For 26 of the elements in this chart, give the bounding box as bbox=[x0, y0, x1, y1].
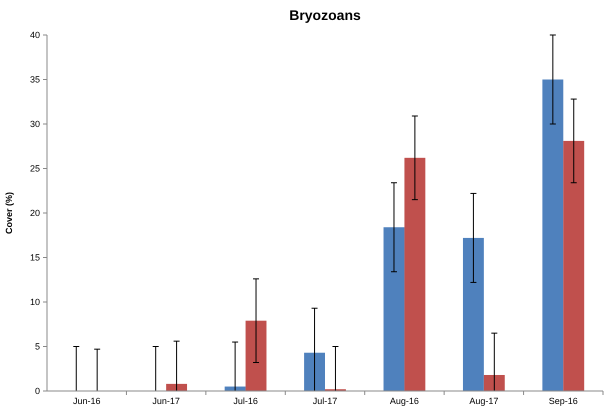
y-tick-label: 0 bbox=[34, 386, 40, 396]
x-tick-label: Jul-17 bbox=[312, 396, 338, 406]
y-tick-label: 20 bbox=[30, 208, 40, 218]
y-tick-label: 5 bbox=[34, 342, 40, 352]
y-tick-label: 10 bbox=[30, 297, 40, 307]
y-tick-label: 15 bbox=[30, 252, 40, 262]
y-axis-title: Cover (%) bbox=[4, 192, 14, 234]
x-tick-label: Sep-16 bbox=[548, 396, 578, 406]
chart-title: Bryozoans bbox=[289, 7, 361, 23]
bar bbox=[304, 352, 325, 391]
y-tick-label: 25 bbox=[30, 164, 40, 174]
x-tick-label: Aug-16 bbox=[390, 396, 419, 406]
bar bbox=[246, 320, 266, 391]
bar bbox=[542, 80, 564, 391]
x-tick-label: Jun-17 bbox=[152, 396, 180, 406]
x-tick-label: Jun-16 bbox=[72, 396, 100, 406]
y-tick-label: 40 bbox=[30, 30, 40, 40]
bar bbox=[563, 140, 584, 391]
x-tick-label: Jul-16 bbox=[233, 396, 258, 406]
bar bbox=[384, 227, 404, 391]
bar bbox=[462, 238, 484, 391]
y-tick-label: 35 bbox=[30, 74, 40, 84]
y-tick-label: 30 bbox=[30, 119, 40, 129]
bar bbox=[484, 374, 505, 391]
x-tick-label: Aug-17 bbox=[469, 396, 498, 406]
bar bbox=[404, 158, 426, 391]
